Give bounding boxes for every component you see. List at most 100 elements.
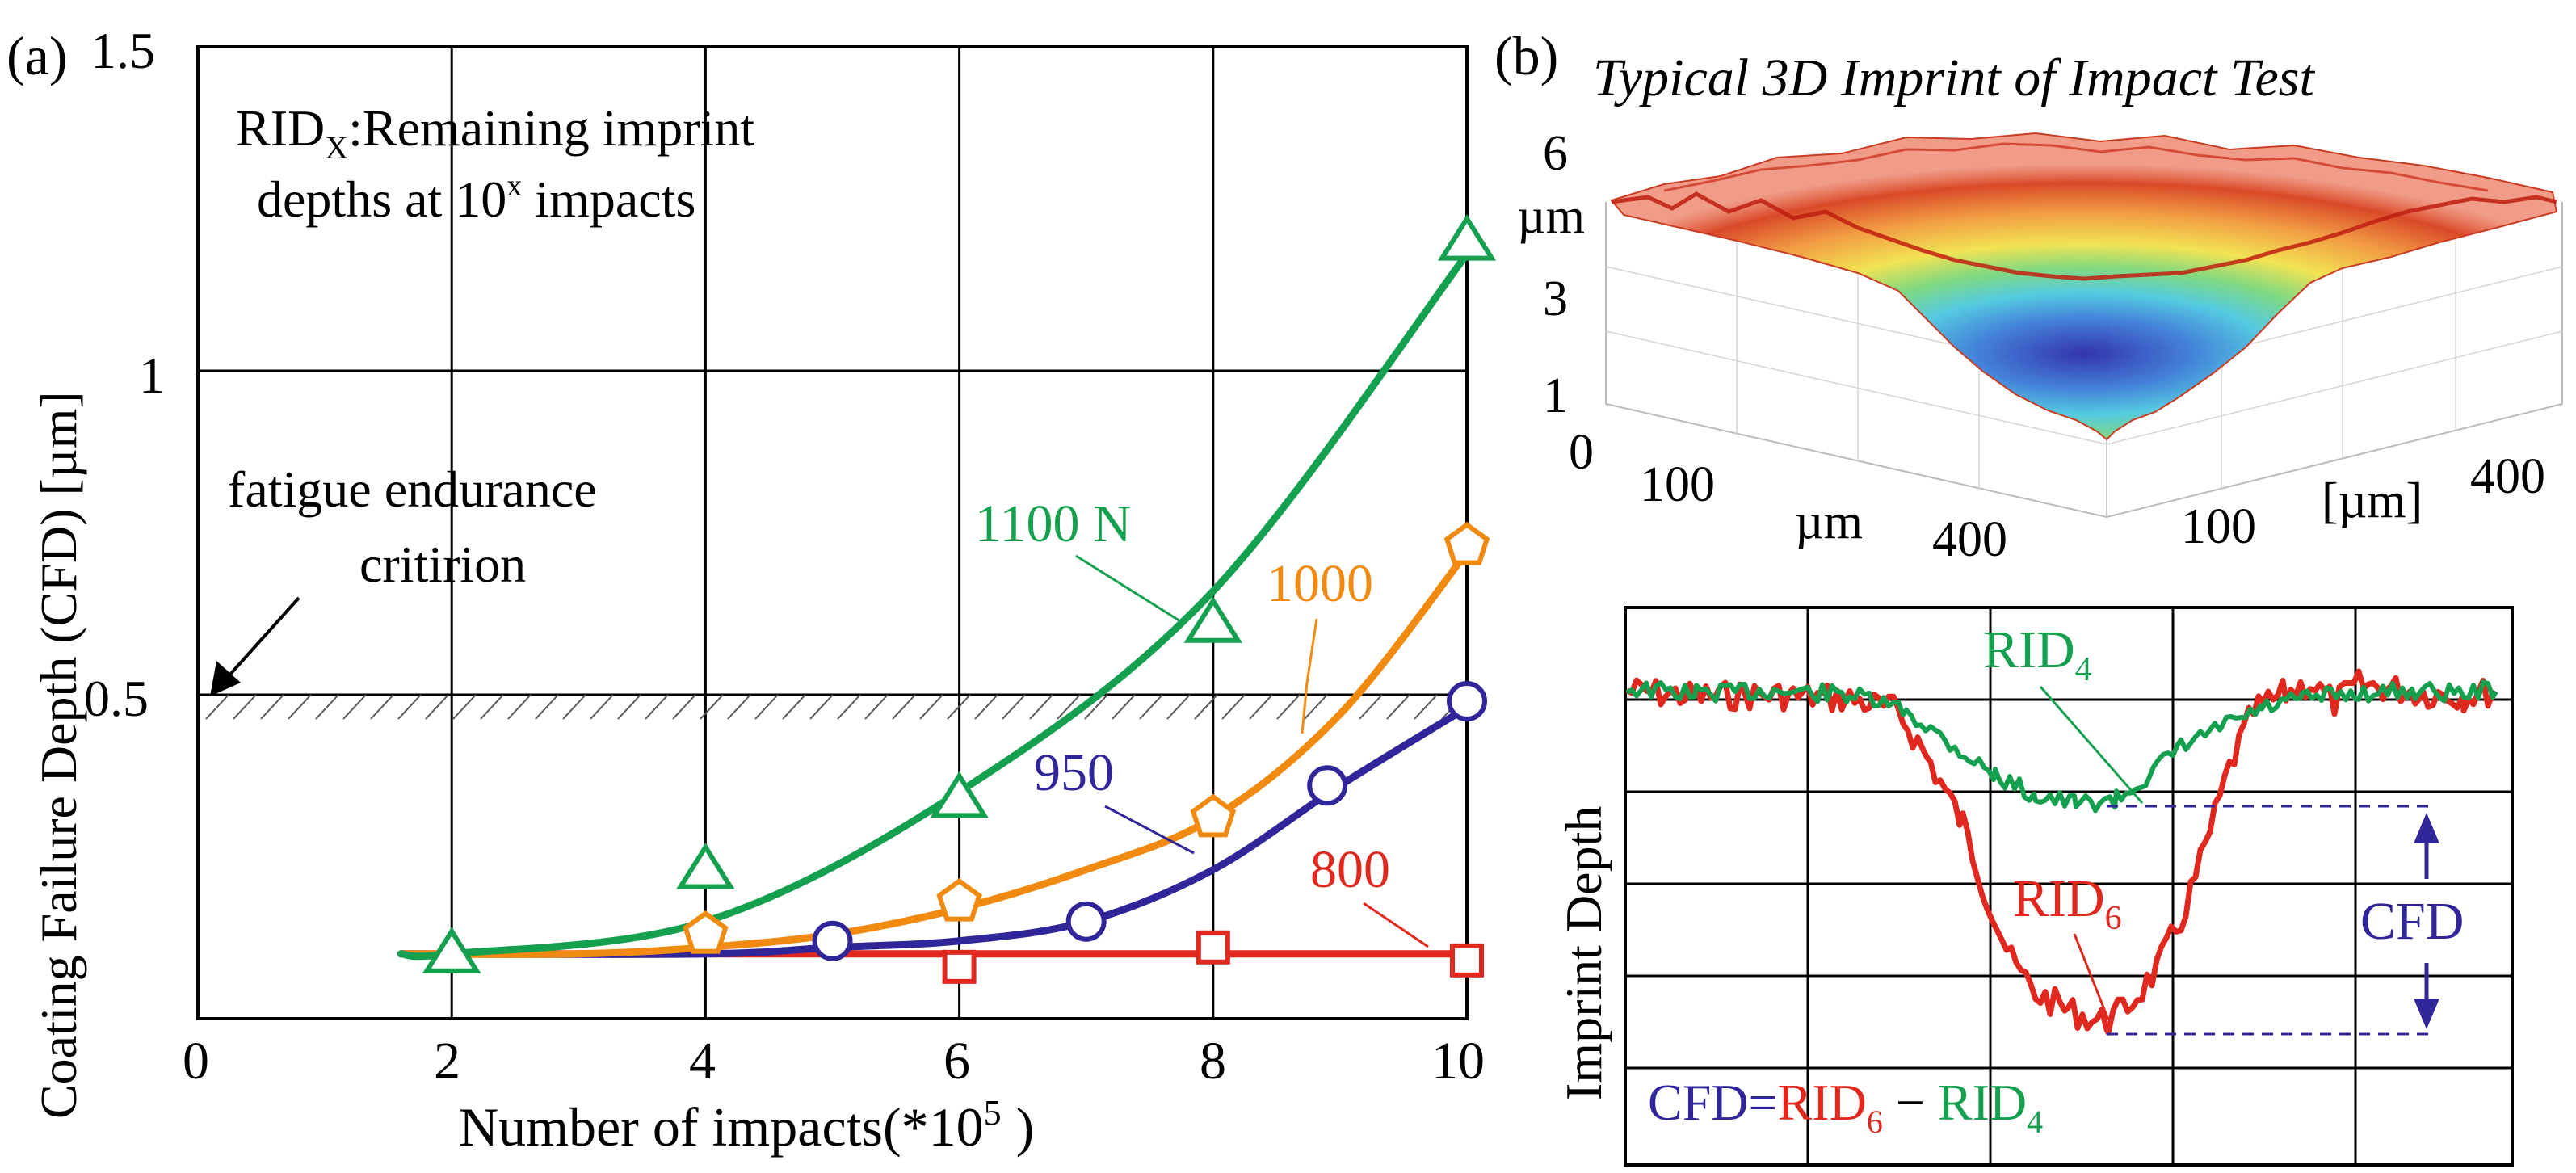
hatch-stroke [233, 694, 257, 720]
marker-800 [1196, 930, 1230, 965]
hatch-stroke [1057, 694, 1081, 720]
hatch-stroke [1359, 694, 1383, 720]
surface-title: Typical 3D Imprint of Impact Test [1593, 48, 2315, 107]
x-tick-6: 6 [943, 1032, 970, 1091]
hatch-stroke [754, 694, 779, 720]
x-tick-4: 4 [689, 1032, 716, 1091]
threshold-arrow-shaft [226, 596, 300, 679]
rid4-profile-line [1625, 679, 2498, 814]
profile-frame [1624, 606, 2514, 1167]
threshold-label-line1: fatigue endurance [228, 460, 597, 518]
marker-800 [1450, 943, 1484, 978]
marker-800 [942, 949, 977, 984]
series-label-950: 950 [1034, 743, 1114, 802]
x-tick-10: 10 [1431, 1032, 1485, 1091]
x-tick-2: 2 [434, 1032, 460, 1091]
leader-1100 [1075, 554, 1185, 625]
marker-1100-N [676, 842, 735, 889]
hatch-stroke [700, 694, 724, 720]
y-tick-100: 100 [2181, 499, 2256, 554]
x-tick-100: 100 [1640, 457, 1715, 512]
marker-1100-N [1437, 213, 1497, 261]
marker-950 [1065, 901, 1107, 942]
z-unit: µm [1517, 189, 1585, 244]
series-markers [422, 213, 1497, 984]
hatch-stroke [919, 694, 943, 720]
marker-1000 [1190, 793, 1237, 838]
hatch-stroke [645, 694, 669, 720]
hatch-stroke [1249, 694, 1273, 720]
series-label-1000: 1000 [1267, 554, 1373, 613]
z-tick-1: 1 [1543, 368, 1568, 423]
marker-1100-N [422, 927, 481, 973]
hatch-stroke [315, 694, 339, 720]
hatch-stroke [260, 694, 284, 720]
hatch-stroke [1221, 694, 1246, 720]
hatch-stroke [425, 694, 449, 720]
leader-1000 [1301, 618, 1318, 734]
marker-950 [812, 920, 853, 961]
marker-1000 [1443, 521, 1490, 565]
surface-3d: 6 µm 3 1 0 100 µm 400 100 [µm] 400 [1517, 126, 2563, 567]
hatch-stroke [1414, 694, 1438, 720]
threshold-label-line2: critirion [359, 536, 526, 593]
z-tick-6: 6 [1543, 126, 1568, 181]
hatch-stroke [370, 694, 394, 720]
hatch-stroke [1029, 694, 1053, 720]
hatch-stroke [1386, 694, 1410, 720]
marker-1000 [936, 877, 982, 922]
hatch-stroke [947, 694, 971, 720]
leader-950 [1104, 805, 1195, 855]
hatch-stroke [1002, 694, 1026, 720]
marker-1100-N [1183, 596, 1243, 643]
cfd-arrow-down-head [2414, 999, 2439, 1029]
hatch-stroke [1112, 694, 1136, 720]
rid-note-line1: RIDX:Remaining imprint [236, 99, 754, 166]
hatch-stroke [562, 694, 586, 720]
hatch-stroke [1194, 694, 1218, 720]
marker-950 [1307, 765, 1348, 806]
hatch-stroke [974, 694, 998, 720]
hatch-stroke [617, 694, 641, 720]
panel-a-label: (a) [6, 25, 67, 86]
rid6-profile-line [1625, 668, 2498, 1036]
hatch-stroke [1139, 694, 1163, 720]
y-tick-1.5: 1.5 [90, 22, 155, 79]
profile-y-label: Imprint Depth [1555, 806, 1612, 1100]
y-tick-0.5: 0.5 [84, 670, 149, 727]
x-tick-400: 400 [1932, 512, 2007, 567]
hatch-stroke [782, 694, 806, 720]
rid6-leader [2073, 933, 2110, 1020]
hatch-stroke [1166, 694, 1191, 720]
y-tick-400: 400 [2470, 449, 2545, 504]
series-label-1100: 1100 N [975, 494, 1132, 553]
cfd-arrow-up-head [2414, 813, 2439, 843]
y-unit: [µm] [2322, 473, 2423, 528]
hatch-stroke [480, 694, 504, 720]
rid-note-line2: depths at 10x impacts [257, 169, 695, 228]
cfd-formula: CFD=RID6 − RID4 [1648, 1074, 2043, 1140]
x-unit: µm [1795, 494, 1863, 549]
hatch-stroke [864, 694, 889, 720]
hatch-stroke [1084, 694, 1108, 720]
panel-b-label: (b) [1494, 25, 1558, 86]
x-tick-0: 0 [183, 1032, 209, 1091]
z-tick-3: 3 [1543, 271, 1568, 326]
hatch-stroke [205, 694, 229, 720]
hatch-stroke [397, 694, 422, 720]
hatch-stroke [837, 694, 861, 720]
rid4-label: RID4 [1983, 620, 2092, 688]
hatch-stroke [507, 694, 532, 720]
endurance-hatch [205, 694, 1465, 720]
hatch-stroke [1304, 694, 1328, 720]
hatch-stroke [452, 694, 477, 720]
x-axis-label: Number of impacts(*105) [459, 1093, 1034, 1158]
hatch-stroke [288, 694, 312, 720]
z-tick-0: 0 [1569, 425, 1594, 480]
hatch-stroke [1276, 694, 1301, 720]
hatch-stroke [809, 694, 834, 720]
y-axis-label: Coating Failure Depth (CFD) [µm] [30, 391, 87, 1119]
marker-950 [1447, 681, 1487, 722]
hatch-stroke [727, 694, 751, 720]
